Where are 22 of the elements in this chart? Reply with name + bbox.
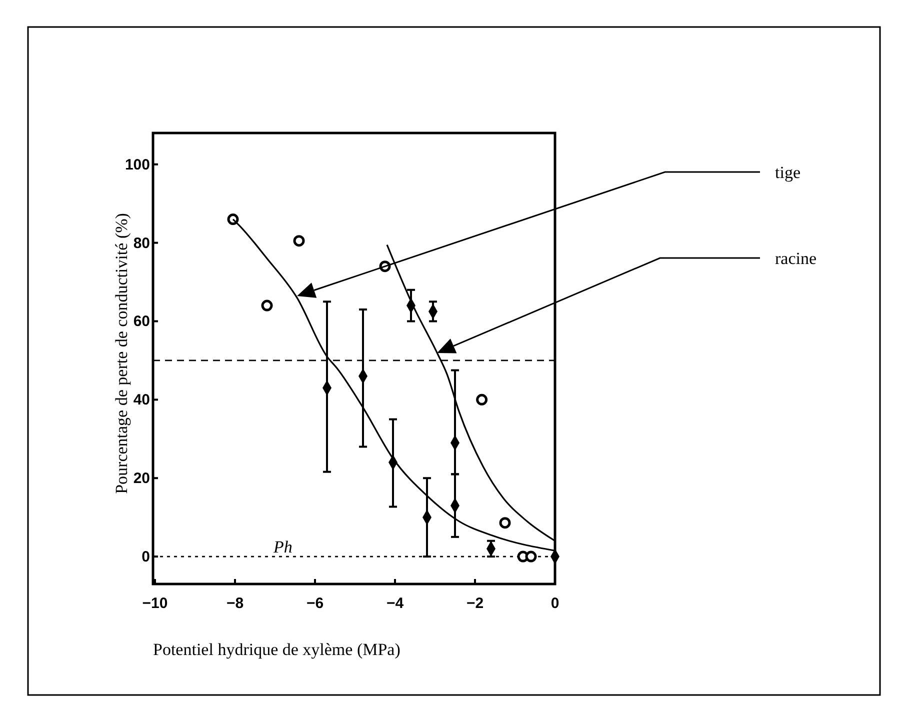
point [476, 394, 488, 406]
y-tick-label: 80 [133, 234, 150, 252]
x-tick-label: −6 [306, 595, 324, 612]
y-tick-label: 100 [124, 156, 150, 174]
x-tick-label: 0 [550, 595, 560, 612]
point [261, 300, 273, 312]
x-axis-title: Potentiel hydrique de xylème (MPa) [153, 640, 400, 659]
y-tick-label: 60 [133, 313, 150, 330]
x-tick-label: −8 [226, 595, 244, 612]
x-tick-label: −4 [386, 595, 404, 612]
point [293, 235, 305, 247]
text: racine [775, 249, 817, 268]
x-tick-label: −10 [142, 595, 168, 612]
y-axis-title: Pourcentage de perte de conductivité (%) [112, 213, 131, 494]
x-tick-label: −2 [466, 595, 484, 612]
point [499, 517, 511, 529]
point [525, 550, 537, 562]
annotation: Ph [272, 538, 292, 557]
y-tick-label: 40 [133, 392, 150, 409]
text: tige [775, 163, 800, 182]
y-tick-label: 20 [133, 470, 150, 488]
y-tick-label: 0 [142, 548, 150, 566]
